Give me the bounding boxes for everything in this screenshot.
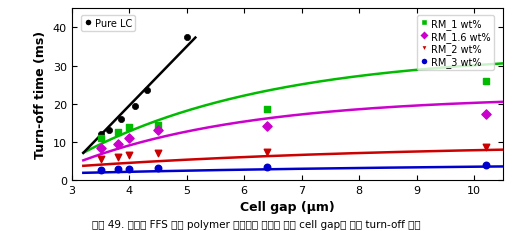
Point (125, 167, 133, 171)
Point (481, 79, 489, 83)
Point (154, 123, 162, 127)
Point (154, 129, 162, 133)
Y-axis label: Turn-off time (ms): Turn-off time (ms) (34, 31, 47, 158)
Point (263, 124, 271, 128)
Legend: RM_1 wt%, RM_1.6 wt%, RM_2 wt%, RM_3 wt%: RM_1 wt%, RM_1.6 wt%, RM_2 wt%, RM_3 wt% (418, 16, 494, 71)
Point (114, 155, 122, 159)
X-axis label: Cell gap (μm): Cell gap (μm) (240, 201, 334, 213)
Point (154, 167, 162, 170)
Point (114, 167, 122, 171)
Point (116, 118, 125, 121)
Point (96, 146, 105, 150)
Point (96, 137, 105, 140)
Point (143, 89, 151, 93)
Point (114, 142, 122, 146)
Point (96, 168, 105, 172)
Point (263, 108, 271, 112)
Point (125, 125, 133, 129)
Point (481, 145, 489, 149)
Point (96, 158, 105, 161)
Point (481, 113, 489, 117)
Point (131, 104, 139, 108)
Point (183, 36, 191, 40)
Point (105, 128, 113, 132)
Point (481, 163, 489, 167)
Point (114, 131, 122, 134)
Point (125, 137, 133, 140)
Point (96, 133, 105, 137)
Point (154, 152, 162, 155)
Point (263, 166, 271, 170)
Text: 그림 49. 기존의 FFS 셀과 polymer 구조물이 형성된 셀의 cell gap에 따른 turn-off 시간: 그림 49. 기존의 FFS 셀과 polymer 구조물이 형성된 셀의 ce… (92, 219, 421, 229)
Point (125, 154, 133, 157)
Point (263, 151, 271, 155)
